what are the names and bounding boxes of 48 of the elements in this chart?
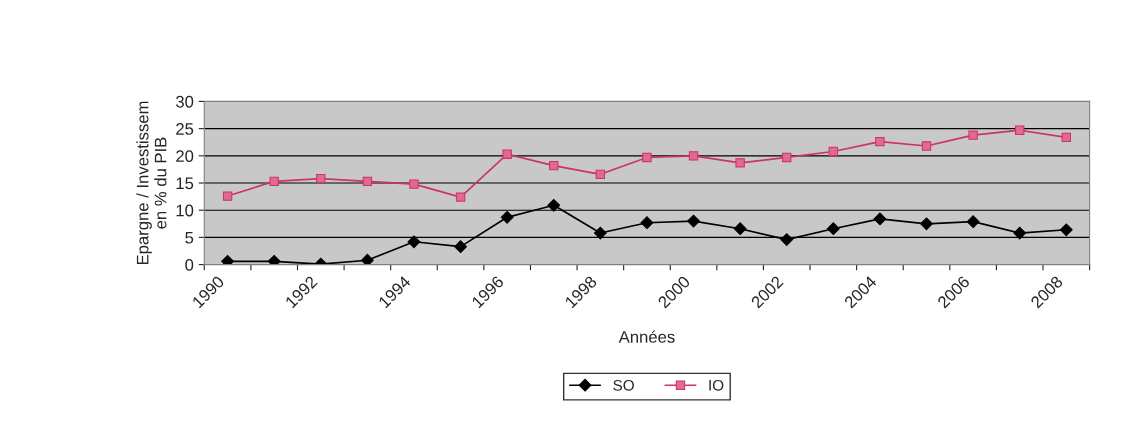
point bbox=[782, 152, 792, 163]
point bbox=[222, 191, 233, 201]
point bbox=[595, 169, 606, 179]
point bbox=[1013, 226, 1027, 240]
point bbox=[547, 198, 561, 212]
point bbox=[1061, 132, 1071, 143]
point bbox=[640, 216, 654, 230]
x-axis-title: Années bbox=[618, 330, 675, 343]
point bbox=[1015, 125, 1025, 135]
y-tick-label: 5 bbox=[185, 231, 194, 244]
point bbox=[826, 222, 840, 236]
point bbox=[549, 160, 559, 171]
point bbox=[500, 210, 514, 224]
point bbox=[455, 192, 466, 202]
point bbox=[688, 151, 699, 161]
point bbox=[875, 136, 885, 147]
point bbox=[687, 214, 700, 228]
y-tick-label: 20 bbox=[176, 150, 194, 163]
point bbox=[362, 176, 373, 187]
point bbox=[966, 215, 980, 229]
point bbox=[873, 212, 887, 226]
point bbox=[921, 141, 932, 151]
point bbox=[221, 254, 235, 265]
point bbox=[360, 253, 374, 265]
point bbox=[593, 226, 607, 240]
point bbox=[454, 240, 467, 254]
point bbox=[920, 217, 933, 231]
y-axis-title: Epargne / Investissem en % du PIB bbox=[136, 101, 167, 265]
point bbox=[968, 130, 978, 140]
legend-label: SO bbox=[613, 379, 634, 391]
y-tick-label: 30 bbox=[175, 95, 194, 108]
point bbox=[407, 235, 421, 249]
y-tick-label: 25 bbox=[176, 123, 194, 135]
point bbox=[269, 176, 279, 187]
y-tick-label: 0 bbox=[185, 259, 194, 271]
point bbox=[735, 158, 745, 168]
legend-label: IO bbox=[709, 379, 724, 391]
point bbox=[642, 152, 652, 163]
y-tick-label: 10 bbox=[176, 204, 194, 217]
point bbox=[1059, 223, 1073, 237]
point bbox=[733, 222, 747, 236]
point bbox=[316, 173, 326, 184]
y-tick-label: 15 bbox=[176, 177, 194, 190]
point bbox=[409, 179, 419, 189]
point bbox=[780, 233, 794, 246]
point bbox=[502, 149, 512, 159]
point bbox=[828, 146, 839, 157]
point bbox=[267, 254, 281, 265]
